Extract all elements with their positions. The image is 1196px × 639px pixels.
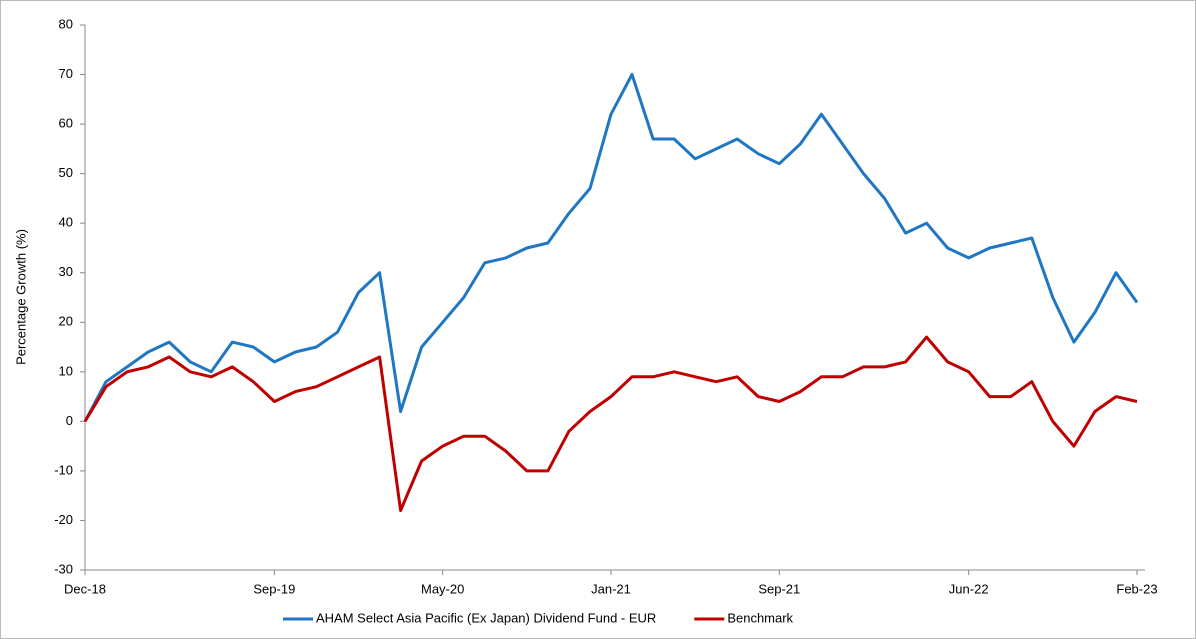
y-tick-label: -20 (54, 512, 73, 527)
y-tick-label: 10 (59, 363, 73, 378)
y-axis-label: Percentage Growth (%) (13, 229, 28, 365)
y-tick-label: -10 (54, 462, 73, 477)
y-tick-label: 60 (59, 116, 73, 131)
x-tick-label: Jan-21 (591, 581, 631, 596)
x-tick-label: Sep-19 (253, 581, 295, 596)
y-tick-label: -30 (54, 561, 73, 576)
y-tick-label: 40 (59, 215, 73, 230)
y-tick-label: 80 (59, 16, 73, 31)
x-tick-label: Feb-23 (1116, 581, 1157, 596)
x-tick-label: Sep-21 (758, 581, 800, 596)
series-line (83, 73, 1139, 423)
series-line (83, 335, 1138, 512)
x-tick-label: Dec-18 (64, 581, 106, 596)
legend-label: Benchmark (727, 610, 793, 625)
y-tick-label: 20 (59, 314, 73, 329)
x-tick-label: May-20 (421, 581, 464, 596)
x-tick-label: Jun-22 (949, 581, 989, 596)
y-tick-label: 70 (59, 66, 73, 81)
legend-label: AHAM Select Asia Pacific (Ex Japan) Divi… (316, 610, 656, 625)
y-tick-label: 0 (66, 413, 73, 428)
y-tick-label: 50 (59, 165, 73, 180)
y-tick-label: 30 (59, 264, 73, 279)
